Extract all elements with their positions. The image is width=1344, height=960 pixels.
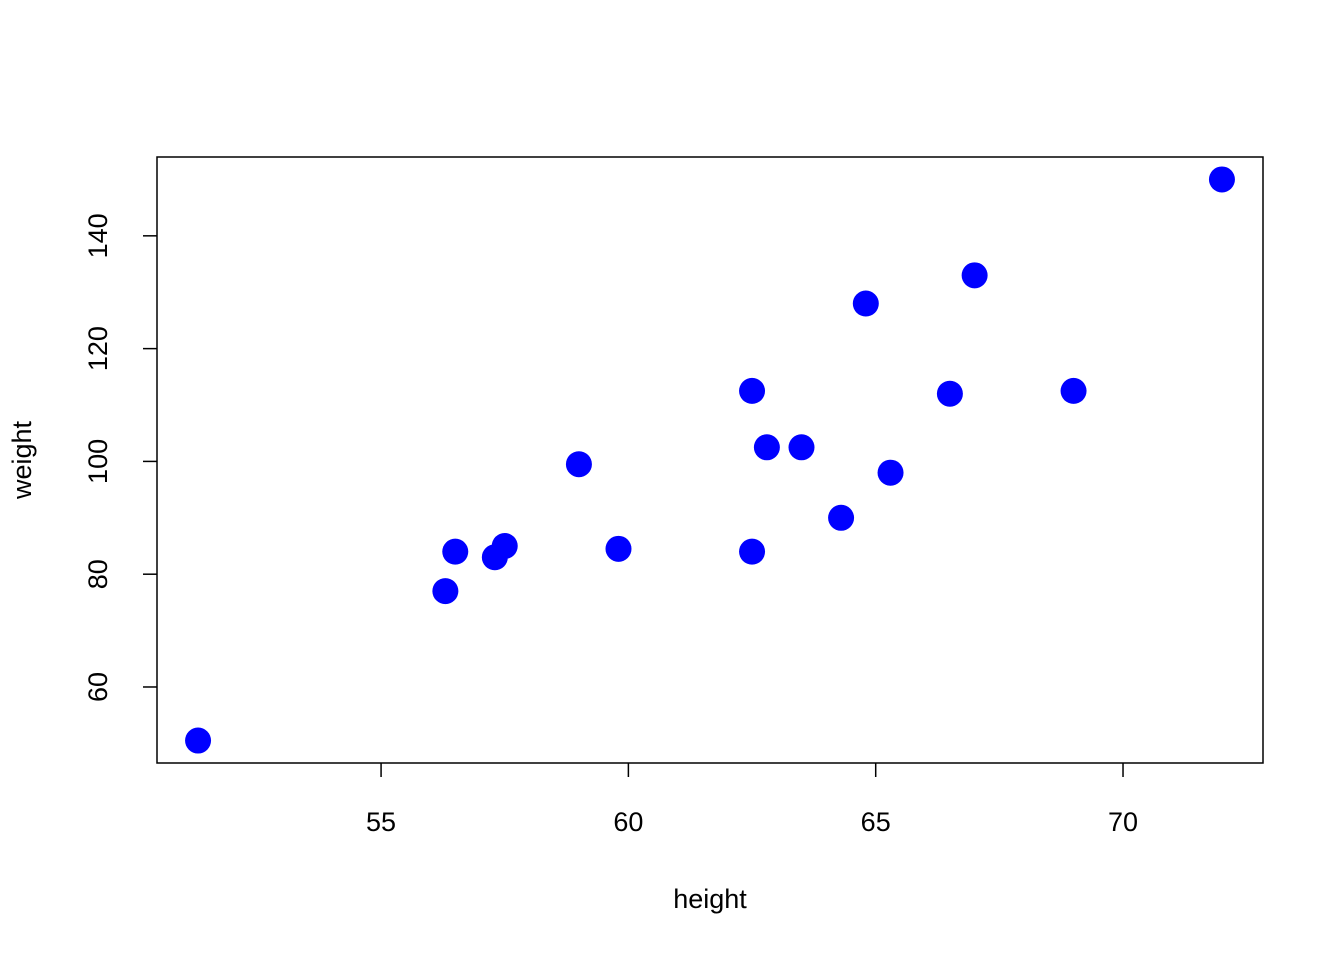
point xyxy=(852,290,879,317)
y-tick-label: 80 xyxy=(83,559,113,589)
point xyxy=(961,262,988,289)
x-tick-label: 55 xyxy=(366,807,396,837)
point xyxy=(1060,377,1087,404)
point xyxy=(605,535,632,562)
point xyxy=(739,538,766,565)
y-tick-label: 120 xyxy=(83,326,113,371)
y-tick-label: 60 xyxy=(83,672,113,702)
point xyxy=(877,459,904,486)
point xyxy=(491,532,518,559)
point xyxy=(1208,166,1235,193)
point xyxy=(739,377,766,404)
point xyxy=(828,504,855,531)
y-tick-label: 100 xyxy=(83,439,113,484)
point xyxy=(432,578,459,605)
y-tick-label: 140 xyxy=(83,213,113,258)
point xyxy=(753,434,780,461)
x-axis-label: height xyxy=(673,884,747,914)
point xyxy=(936,380,963,407)
plot-box xyxy=(156,156,1264,764)
x-tick-label: 65 xyxy=(861,807,891,837)
point xyxy=(565,451,592,478)
x-tick-label: 60 xyxy=(613,807,643,837)
point xyxy=(788,434,815,461)
point xyxy=(442,538,469,565)
y-axis-label: weight xyxy=(7,420,37,500)
x-tick-label: 70 xyxy=(1108,807,1138,837)
point xyxy=(185,727,212,754)
